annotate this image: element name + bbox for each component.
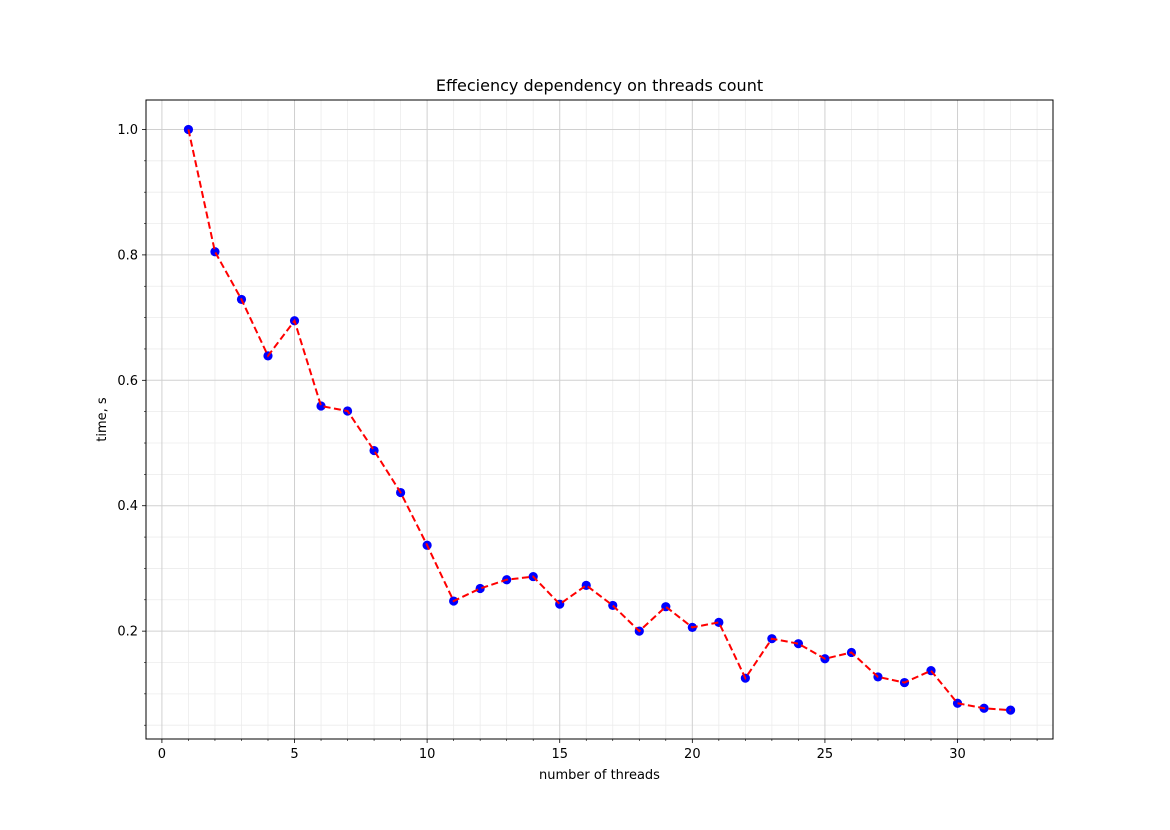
y-axis: 0.2 0.4 0.6 0.8 1.0 [117,123,146,726]
x-tick-label: 5 [290,747,298,762]
y-tick-label: 0.2 [117,625,138,640]
x-tick-label: 25 [817,747,834,762]
chart-title: Effeciency dependency on threads count [436,76,763,95]
y-axis-label: time, s [95,397,110,442]
y-tick-label: 0.4 [117,499,138,514]
y-tick-label: 0.6 [117,374,138,389]
series-line [187,129,1011,712]
minor-grid [146,100,1053,739]
data-point [316,401,326,411]
x-tick-label: 30 [949,747,966,762]
data-point [714,617,724,627]
data-point [952,698,963,708]
series-layer [183,124,1016,715]
major-grid [146,100,1053,739]
y-tick-label: 0.8 [117,248,138,263]
x-tick-label: 0 [158,747,166,762]
data-point [475,583,485,594]
x-axis-label: number of threads [539,768,660,783]
plot-frame [145,99,1054,740]
x-tick-label: 15 [551,747,568,762]
y-tick-label: 1.0 [117,123,138,138]
x-tick-label: 10 [419,747,436,762]
x-axis: 0 5 10 15 20 25 30 [158,739,1038,762]
x-tick-label: 20 [684,747,701,762]
